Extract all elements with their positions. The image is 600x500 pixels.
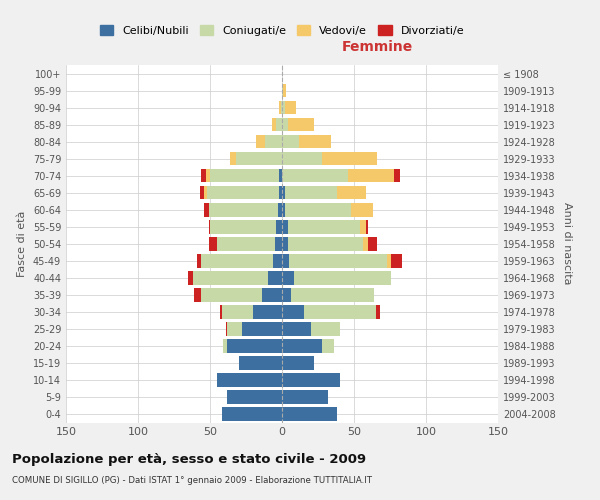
Bar [282, 373, 340, 387]
Bar [230, 152, 236, 166]
Bar [239, 356, 282, 370]
Bar [194, 288, 202, 302]
Bar [337, 186, 365, 200]
Bar [209, 220, 210, 234]
Bar [290, 288, 374, 302]
Bar [202, 169, 206, 182]
Bar [265, 135, 282, 148]
Bar [282, 186, 285, 200]
Bar [282, 203, 285, 216]
Bar [256, 135, 265, 148]
Bar [282, 118, 288, 132]
Bar [272, 118, 276, 132]
Bar [221, 305, 253, 318]
Bar [274, 254, 282, 268]
Bar [304, 305, 376, 318]
Bar [288, 220, 360, 234]
Bar [282, 135, 299, 148]
Bar [193, 271, 268, 284]
Bar [227, 322, 242, 336]
Bar [360, 220, 365, 234]
Bar [282, 152, 322, 166]
Bar [285, 203, 351, 216]
Bar [268, 271, 282, 284]
Bar [288, 237, 362, 250]
Text: Femmine: Femmine [341, 40, 413, 54]
Bar [282, 407, 337, 421]
Bar [217, 237, 275, 250]
Bar [282, 305, 304, 318]
Bar [391, 254, 401, 268]
Bar [279, 169, 282, 182]
Bar [207, 186, 279, 200]
Bar [282, 271, 293, 284]
Bar [226, 322, 227, 336]
Legend: Celibi/Nubili, Coniugati/e, Vedovi/e, Divorziati/e: Celibi/Nubili, Coniugati/e, Vedovi/e, Di… [95, 20, 469, 40]
Bar [209, 237, 217, 250]
Bar [202, 254, 274, 268]
Bar [285, 186, 337, 200]
Bar [282, 254, 289, 268]
Bar [311, 322, 340, 336]
Bar [262, 288, 282, 302]
Bar [322, 339, 334, 352]
Bar [188, 271, 193, 284]
Bar [348, 169, 394, 182]
Bar [202, 288, 262, 302]
Bar [209, 203, 278, 216]
Bar [282, 339, 322, 352]
Y-axis label: Fasce di età: Fasce di età [17, 210, 27, 277]
Bar [276, 220, 282, 234]
Bar [281, 101, 282, 114]
Bar [282, 237, 288, 250]
Bar [204, 203, 209, 216]
Bar [200, 186, 204, 200]
Bar [197, 254, 202, 268]
Bar [221, 407, 282, 421]
Y-axis label: Anni di nascita: Anni di nascita [562, 202, 572, 285]
Bar [365, 220, 368, 234]
Bar [206, 169, 210, 182]
Bar [282, 390, 328, 404]
Bar [210, 220, 276, 234]
Bar [288, 118, 314, 132]
Bar [217, 373, 282, 387]
Bar [282, 322, 311, 336]
Bar [376, 305, 380, 318]
Bar [220, 305, 221, 318]
Bar [282, 169, 348, 182]
Bar [282, 220, 288, 234]
Bar [242, 322, 282, 336]
Bar [282, 101, 285, 114]
Bar [285, 101, 296, 114]
Bar [368, 237, 377, 250]
Bar [282, 84, 283, 98]
Bar [351, 203, 373, 216]
Bar [289, 254, 387, 268]
Bar [227, 339, 282, 352]
Bar [223, 339, 227, 352]
Bar [282, 356, 314, 370]
Bar [204, 186, 207, 200]
Bar [227, 390, 282, 404]
Bar [283, 84, 286, 98]
Bar [387, 254, 391, 268]
Bar [394, 169, 400, 182]
Bar [293, 271, 391, 284]
Text: COMUNE DI SIGILLO (PG) - Dati ISTAT 1° gennaio 2009 - Elaborazione TUTTITALIA.IT: COMUNE DI SIGILLO (PG) - Dati ISTAT 1° g… [12, 476, 372, 485]
Bar [276, 118, 282, 132]
Bar [253, 305, 282, 318]
Bar [236, 152, 282, 166]
Bar [279, 101, 281, 114]
Bar [279, 186, 282, 200]
Bar [275, 237, 282, 250]
Text: Popolazione per età, sesso e stato civile - 2009: Popolazione per età, sesso e stato civil… [12, 452, 366, 466]
Bar [299, 135, 331, 148]
Bar [322, 152, 377, 166]
Bar [278, 203, 282, 216]
Bar [210, 169, 279, 182]
Bar [282, 288, 290, 302]
Bar [362, 237, 368, 250]
